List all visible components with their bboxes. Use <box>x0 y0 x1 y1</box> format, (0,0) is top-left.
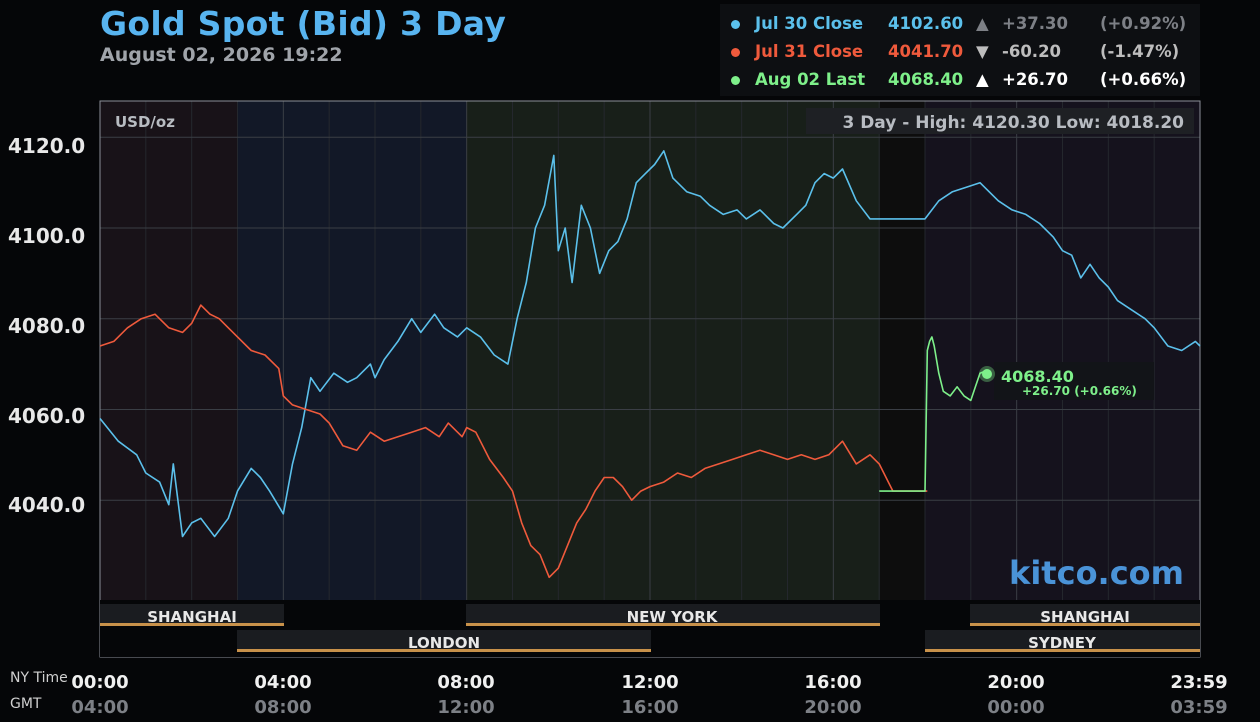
x-tick-gmt: 20:00 <box>804 697 862 718</box>
x-tick-ny: 12:00 <box>621 672 679 693</box>
high-low-label: 3 Day - High: 4120.30 Low: 4018.20 <box>842 113 1184 133</box>
legend-dot-icon <box>731 48 740 57</box>
x-tick-gmt: 04:00 <box>71 697 129 718</box>
legend-panel: Jul 30 Close 4102.60 ▲ +37.30 (+0.92%) J… <box>720 4 1200 96</box>
session-label-shanghai-2: SHANGHAI <box>1040 608 1130 626</box>
legend-label: Aug 02 Last <box>755 70 866 89</box>
grid-lines <box>100 101 1200 600</box>
x-tick-gmt: 03:59 <box>1170 697 1228 718</box>
legend-change: +37.30 <box>1002 14 1069 33</box>
last-point-dot <box>982 369 992 379</box>
last-price-box <box>994 362 1154 400</box>
series-line-aug-02-last <box>879 336 985 492</box>
y-tick-label: 4040.0 <box>8 493 86 517</box>
newyork-shade <box>466 101 880 600</box>
x-tick-gmt: 00:00 <box>987 697 1045 718</box>
arrow-down-icon: ▼ <box>976 42 989 61</box>
session-bg-shanghai-2 <box>970 604 1200 626</box>
session-label-sydney: SYDNEY <box>1028 634 1097 652</box>
y-tick-label: 4060.0 <box>8 404 86 428</box>
last-price-marker: 4068.40 +26.70 (+0.66%) <box>979 362 1154 400</box>
legend-value: 4068.40 <box>888 70 964 89</box>
x-tick-ny: 04:00 <box>254 672 312 693</box>
chart-timestamp: August 02, 2026 19:22 <box>100 44 343 66</box>
session-bg-london <box>237 630 651 652</box>
arrow-up-icon: ▲ <box>976 14 989 33</box>
shanghai-shade <box>100 101 237 600</box>
unit-label: USD/oz <box>115 113 175 131</box>
legend-pct: (+0.66%) <box>1100 70 1187 89</box>
x-tick-gmt: 08:00 <box>254 697 312 718</box>
last-price-label: 4068.40 <box>1001 367 1074 386</box>
y-tick-label: 4080.0 <box>8 314 86 338</box>
x-tick-ny: 20:00 <box>987 672 1045 693</box>
session-bar-london <box>237 649 651 652</box>
x-tick-gmt: 12:00 <box>437 697 495 718</box>
session-label-shanghai: SHANGHAI <box>147 608 237 626</box>
session-label-london: LONDON <box>408 634 480 652</box>
last-change-label: +26.70 (+0.66%) <box>1022 384 1137 398</box>
closed-shade <box>880 101 925 600</box>
x-tick-gmt: 16:00 <box>621 697 679 718</box>
series-line-jul-30-close <box>99 150 1201 538</box>
legend-change: -60.20 <box>1002 42 1062 61</box>
chart-title: Gold Spot (Bid) 3 Day <box>100 4 507 43</box>
legend-value: 4102.60 <box>888 14 964 33</box>
legend-dot-icon <box>731 20 740 29</box>
session-bg-newyork <box>466 604 880 626</box>
london-shade <box>237 101 466 600</box>
x-tick-ny: 23:59 <box>1170 672 1228 693</box>
x-tick-ny: 08:00 <box>437 672 495 693</box>
ny-time-label: NY Time <box>10 670 68 686</box>
session-bar-shanghai-2 <box>970 623 1200 626</box>
legend-pct: (+0.92%) <box>1100 14 1187 33</box>
y-tick-label: 4120.0 <box>8 134 86 158</box>
series-line-jul-31-close <box>99 304 928 579</box>
kitco-watermark: kitco.com <box>1009 554 1184 592</box>
session-bar-newyork <box>466 623 880 626</box>
series-lines <box>99 150 1201 579</box>
gmt-label: GMT <box>10 696 42 712</box>
session-bar-sydney <box>925 649 1200 652</box>
session-bg-sydney <box>925 630 1200 652</box>
x-tick-ny: 00:00 <box>71 672 129 693</box>
legend-dot-icon <box>731 76 740 85</box>
y-tick-label: 4100.0 <box>8 224 86 248</box>
session-label-newyork: NEW YORK <box>627 608 719 626</box>
legend-label: Jul 30 Close <box>755 14 864 33</box>
session-bg-shanghai <box>100 604 284 626</box>
legend-value: 4041.70 <box>888 42 964 61</box>
legend-label: Jul 31 Close <box>755 42 864 61</box>
high-low-box <box>806 108 1194 134</box>
legend-pct: (-1.47%) <box>1100 42 1180 61</box>
arrow-up-icon: ▲ <box>976 70 989 89</box>
legend-change: +26.70 <box>1002 70 1069 89</box>
x-tick-ny: 16:00 <box>804 672 862 693</box>
session-bar-shanghai <box>100 623 284 626</box>
